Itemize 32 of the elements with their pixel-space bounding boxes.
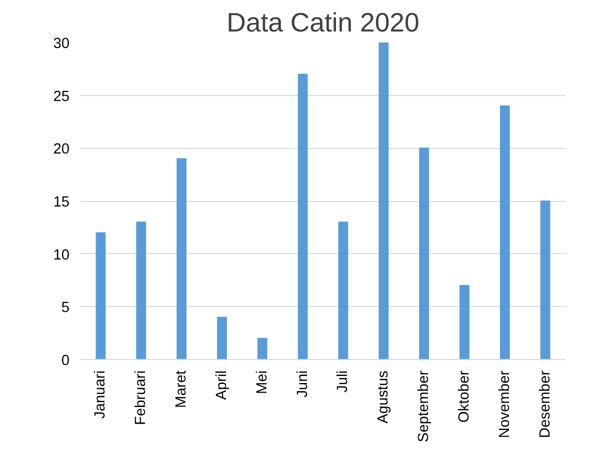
x-tick-label: Desember	[537, 370, 554, 438]
bar	[460, 285, 470, 360]
bar	[338, 222, 348, 360]
bar	[176, 158, 186, 360]
x-tick-label: April	[214, 370, 230, 400]
y-tick-label: 10	[53, 247, 70, 264]
y-tick-label: 5	[61, 300, 70, 316]
y-tick-label: 25	[53, 88, 70, 105]
bar	[257, 338, 268, 360]
y-tick-label: 0	[61, 353, 70, 369]
bar	[378, 42, 389, 360]
x-tick-label: September	[416, 370, 432, 442]
y-tick-label: 15	[53, 194, 70, 210]
chart-title: Data Catin 2020	[226, 8, 420, 38]
x-tick-label: Juni	[294, 370, 311, 398]
bar	[419, 148, 429, 360]
bar	[136, 222, 146, 360]
x-tick-label: Mei	[254, 370, 270, 394]
x-tick-label: Maret	[174, 370, 190, 408]
x-tick-label: Februari	[133, 370, 150, 426]
x-tick-label: Oktober	[456, 370, 472, 423]
bar	[217, 316, 227, 360]
bar	[500, 105, 510, 360]
x-tick-label: November	[496, 370, 513, 438]
y-tick-label: 30	[53, 36, 70, 52]
x-tick-label: Januari	[92, 370, 109, 419]
y-tick-label: 20	[53, 142, 70, 158]
bar	[96, 232, 106, 360]
x-tick-label: Agustus	[376, 370, 392, 424]
bar	[540, 200, 550, 360]
bar	[298, 74, 308, 360]
x-tick-label: Juli	[335, 370, 352, 392]
